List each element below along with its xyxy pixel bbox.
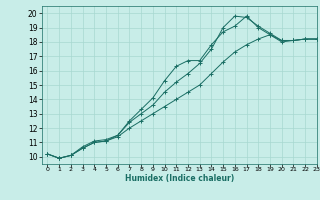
X-axis label: Humidex (Indice chaleur): Humidex (Indice chaleur) xyxy=(124,174,234,183)
